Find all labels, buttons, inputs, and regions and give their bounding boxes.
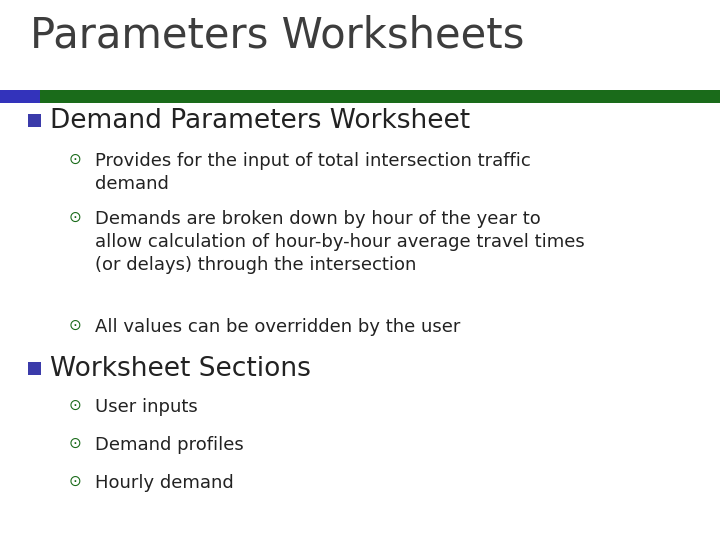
- Text: ⊙: ⊙: [68, 474, 81, 489]
- Bar: [0, 90, 40, 103]
- Text: ⊙: ⊙: [68, 318, 81, 333]
- Bar: [40, 90, 720, 103]
- Text: User inputs: User inputs: [95, 398, 198, 416]
- Text: Demand Parameters Worksheet: Demand Parameters Worksheet: [50, 108, 470, 134]
- Text: Demands are broken down by hour of the year to
allow calculation of hour-by-hour: Demands are broken down by hour of the y…: [95, 210, 585, 274]
- Text: ⊙: ⊙: [68, 436, 81, 451]
- Bar: [28, 114, 41, 127]
- Text: Parameters Worksheets: Parameters Worksheets: [30, 15, 524, 57]
- Text: ⊙: ⊙: [68, 210, 81, 225]
- Text: Worksheet Sections: Worksheet Sections: [50, 356, 311, 382]
- Text: ⊙: ⊙: [68, 152, 81, 167]
- Text: Provides for the input of total intersection traffic
demand: Provides for the input of total intersec…: [95, 152, 531, 193]
- Text: Hourly demand: Hourly demand: [95, 474, 234, 492]
- Text: Demand profiles: Demand profiles: [95, 436, 244, 454]
- Text: ⊙: ⊙: [68, 398, 81, 413]
- Text: All values can be overridden by the user: All values can be overridden by the user: [95, 318, 460, 336]
- Bar: [28, 362, 41, 375]
